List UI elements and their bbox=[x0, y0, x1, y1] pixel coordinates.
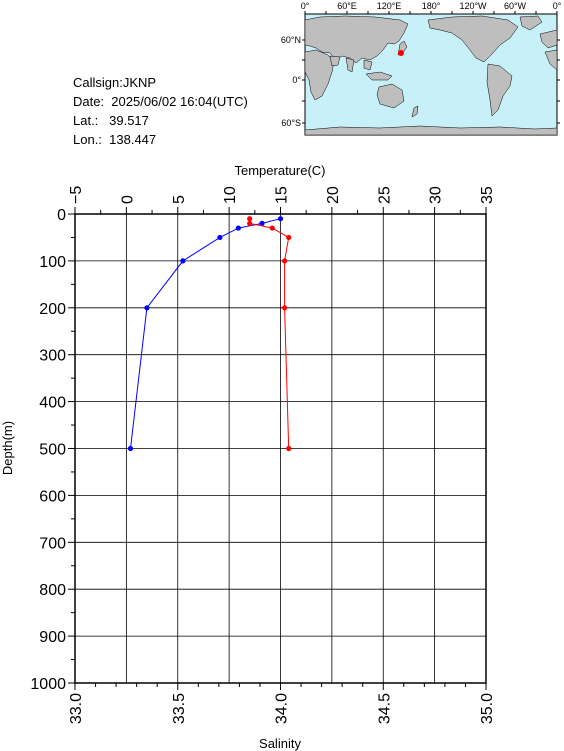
depth-tick-label: 200 bbox=[39, 301, 66, 318]
map-greenland bbox=[519, 15, 543, 31]
salinity-point bbox=[247, 220, 253, 226]
depth-tick-label: 400 bbox=[39, 395, 66, 412]
salinity-point bbox=[286, 445, 292, 452]
date-text: Date: 2025/06/02 16:04(UTC) bbox=[73, 94, 248, 109]
salinity-point bbox=[282, 258, 288, 264]
map-new-zealand bbox=[411, 105, 419, 118]
salinity-point bbox=[286, 234, 292, 241]
map-longitude-label: 120°E bbox=[377, 1, 402, 11]
location-map: 0° 60°E 120°E 180° 120°W 60°W 0° 60°N 0° 60°S bbox=[281, 1, 562, 136]
temperature-tick-label: 30 bbox=[428, 186, 445, 204]
temperature-axis-label: Temperature(C) bbox=[234, 163, 325, 178]
depth-tick-labels: 0 100 200 300 400 500 600 700 800 900 1000 bbox=[30, 207, 66, 693]
salinity-tick-label: 33.0 bbox=[68, 693, 85, 724]
map-se-asia bbox=[363, 59, 373, 71]
map-africa-west bbox=[544, 49, 558, 71]
map-longitude-label: 0° bbox=[553, 1, 562, 11]
map-latitude-label: 60°N bbox=[281, 35, 301, 45]
map-frame-ticks bbox=[302, 11, 560, 124]
temperature-tick-label: 20 bbox=[325, 186, 342, 204]
map-landmasses bbox=[304, 15, 558, 136]
temperature-tick-labels: −5 0 5 10 15 20 25 30 35 bbox=[68, 186, 496, 204]
map-south-america bbox=[486, 63, 513, 117]
map-eurasia bbox=[304, 15, 409, 64]
temperature-tick-label: −5 bbox=[68, 186, 85, 204]
map-indonesia bbox=[365, 71, 393, 81]
temperature-point bbox=[259, 220, 265, 226]
axis-ticks bbox=[68, 207, 487, 690]
salinity-point bbox=[247, 216, 253, 222]
map-arabia bbox=[329, 55, 341, 67]
salinity-tick-label: 34.0 bbox=[274, 693, 291, 724]
callsign-text: Callsign:JKNP bbox=[73, 75, 157, 90]
map-longitude-label: 60°E bbox=[337, 1, 357, 11]
temperature-point bbox=[217, 234, 223, 241]
map-india bbox=[345, 57, 355, 73]
map-longitude-label: 60°W bbox=[504, 1, 527, 11]
data-series bbox=[127, 216, 292, 452]
map-latitude-labels: 60°N 0° 60°S bbox=[281, 35, 302, 128]
salinity-axis-label: Salinity bbox=[259, 736, 301, 751]
temperature-point bbox=[180, 258, 186, 264]
map-longitude-label: 0° bbox=[301, 1, 310, 11]
map-north-america bbox=[427, 15, 519, 63]
temperature-point bbox=[235, 225, 241, 231]
depth-tick-label: 300 bbox=[39, 348, 66, 365]
salinity-point bbox=[282, 305, 288, 311]
latitude-text: Lat.: 39.517 bbox=[73, 113, 149, 128]
temperature-point bbox=[144, 305, 150, 311]
temperature-series-line bbox=[130, 218, 281, 449]
salinity-tick-label: 34.5 bbox=[376, 693, 393, 724]
temperature-tick-label: 25 bbox=[376, 186, 393, 204]
map-latitude-label: 0° bbox=[292, 75, 301, 85]
map-longitude-label: 180° bbox=[422, 1, 441, 11]
depth-tick-label: 1000 bbox=[30, 676, 66, 693]
temperature-tick-label: 35 bbox=[479, 186, 496, 204]
temperature-tick-label: 15 bbox=[274, 186, 291, 204]
map-europe-west bbox=[539, 29, 558, 49]
depth-tick-label: 100 bbox=[39, 254, 66, 271]
longitude-text: Lon.: 138.447 bbox=[73, 132, 157, 147]
temperature-point bbox=[127, 445, 134, 452]
station-location-marker bbox=[398, 50, 404, 56]
chart-grid bbox=[75, 214, 486, 683]
map-longitude-labels: 0° 60°E 120°E 180° 120°W 60°W 0° bbox=[301, 1, 562, 11]
salinity-tick-label: 33.5 bbox=[171, 693, 188, 724]
salinity-series-line bbox=[249, 218, 290, 449]
depth-tick-label: 0 bbox=[57, 207, 66, 224]
temperature-tick-label: 10 bbox=[222, 186, 239, 204]
depth-tick-label: 600 bbox=[39, 488, 66, 505]
map-australia bbox=[376, 83, 405, 109]
salinity-tick-label: 35.0 bbox=[479, 693, 496, 724]
depth-tick-label: 500 bbox=[39, 442, 66, 459]
map-latitude-label: 60°S bbox=[281, 118, 301, 128]
depth-tick-label: 800 bbox=[39, 582, 66, 599]
salinity-tick-labels: 33.0 33.5 34.0 34.5 35.0 bbox=[68, 693, 496, 724]
temperature-tick-label: 0 bbox=[119, 195, 136, 204]
map-longitude-label: 120°W bbox=[459, 1, 487, 11]
depth-axis-label: Depth(m) bbox=[0, 421, 15, 475]
map-antarctica bbox=[304, 125, 558, 136]
map-africa bbox=[304, 49, 335, 101]
depth-tick-label: 900 bbox=[39, 629, 66, 646]
temperature-point bbox=[277, 216, 284, 222]
station-info: Callsign:JKNP Date: 2025/06/02 16:04(UTC… bbox=[73, 73, 248, 149]
salinity-point bbox=[269, 225, 275, 231]
temperature-tick-label: 5 bbox=[171, 195, 188, 204]
depth-tick-label: 700 bbox=[39, 535, 66, 552]
